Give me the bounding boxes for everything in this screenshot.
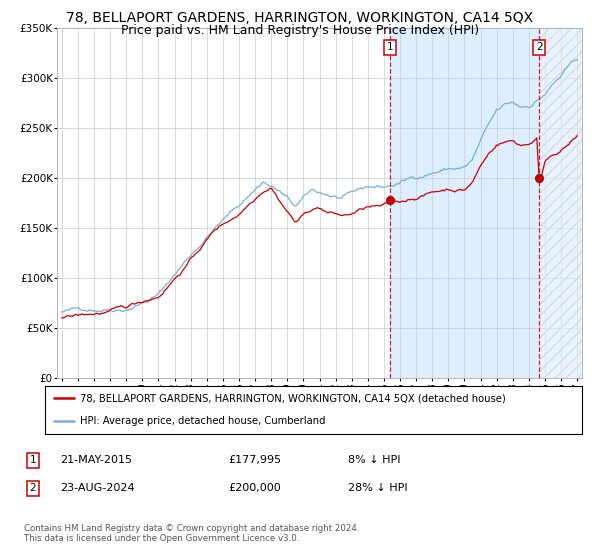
Text: 21-MAY-2015: 21-MAY-2015 <box>60 455 132 465</box>
Text: 2: 2 <box>536 42 542 52</box>
Text: 28% ↓ HPI: 28% ↓ HPI <box>348 483 407 493</box>
Text: Contains HM Land Registry data © Crown copyright and database right 2024.
This d: Contains HM Land Registry data © Crown c… <box>24 524 359 543</box>
Text: 2: 2 <box>29 483 37 493</box>
Text: 78, BELLAPORT GARDENS, HARRINGTON, WORKINGTON, CA14 5QX (detached house): 78, BELLAPORT GARDENS, HARRINGTON, WORKI… <box>80 393 506 403</box>
Text: 23-AUG-2024: 23-AUG-2024 <box>60 483 134 493</box>
Text: 1: 1 <box>29 455 37 465</box>
Text: £200,000: £200,000 <box>228 483 281 493</box>
Text: 8% ↓ HPI: 8% ↓ HPI <box>348 455 401 465</box>
Text: £177,995: £177,995 <box>228 455 281 465</box>
Bar <box>539 28 585 378</box>
Text: 1: 1 <box>387 42 394 52</box>
Bar <box>539 28 585 378</box>
Text: 78, BELLAPORT GARDENS, HARRINGTON, WORKINGTON, CA14 5QX: 78, BELLAPORT GARDENS, HARRINGTON, WORKI… <box>67 11 533 25</box>
Text: HPI: Average price, detached house, Cumberland: HPI: Average price, detached house, Cumb… <box>80 416 325 426</box>
Text: Price paid vs. HM Land Registry's House Price Index (HPI): Price paid vs. HM Land Registry's House … <box>121 24 479 36</box>
Bar <box>390 28 585 378</box>
